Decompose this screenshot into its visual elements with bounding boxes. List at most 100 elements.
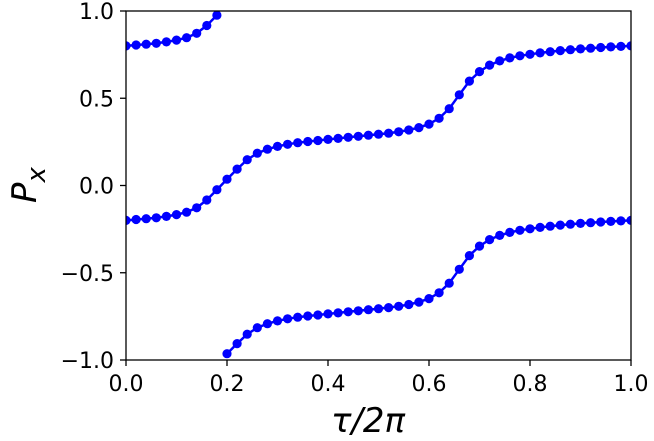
series-3-point — [293, 312, 303, 322]
series-3-point — [545, 221, 555, 231]
series-3-point — [262, 319, 272, 329]
series-3-point — [525, 224, 535, 234]
series-1-point — [434, 113, 444, 123]
series-1-point — [353, 131, 363, 141]
series-3-point — [373, 304, 384, 314]
series-1-point — [515, 51, 525, 61]
series-3-point — [424, 294, 434, 304]
series-2-point — [182, 33, 192, 43]
series-3-point — [535, 222, 545, 232]
series-1-point — [283, 139, 293, 149]
y-tick-label: −0.5 — [61, 262, 114, 287]
series-3-point — [505, 227, 515, 237]
series-1-point — [555, 46, 565, 56]
plot-area — [126, 11, 631, 360]
series-1-point — [565, 45, 576, 55]
series-3-point — [586, 218, 596, 228]
series-1-point — [212, 185, 222, 195]
series-3-point — [404, 299, 414, 310]
series-1-point — [454, 90, 464, 100]
series-1-point — [262, 144, 272, 154]
series-1-point — [131, 214, 141, 225]
series-3-point — [222, 349, 232, 359]
series-1-point — [606, 42, 616, 52]
x-tick-label: 0.8 — [513, 372, 548, 397]
y-axis-label-subscript: x — [22, 166, 52, 183]
series-3-point — [384, 303, 394, 313]
series-1-point — [424, 119, 434, 129]
series-1-point — [505, 53, 515, 63]
series-1-point — [242, 155, 252, 165]
series-3-point — [464, 251, 474, 261]
series-1-point — [404, 125, 414, 135]
x-tick-label: 0.4 — [311, 372, 346, 397]
series-2-point — [126, 41, 131, 51]
series-3-point — [303, 311, 313, 321]
tick-layer: 0.0 0.2 0.4 0.6 0.8 1.0 −1.0 −0.5 0.0 0.5 1.0 — [61, 0, 649, 397]
series-3-point — [474, 241, 485, 251]
series-1-point — [171, 210, 182, 220]
series-3-point — [394, 301, 404, 311]
series-3-point — [575, 218, 586, 228]
series-1-point — [464, 76, 474, 86]
series-3-point — [485, 235, 495, 245]
series-1-point — [616, 41, 626, 52]
series-1-point — [363, 130, 373, 140]
x-axis-label: τ/2π — [331, 401, 406, 441]
series-3-point — [333, 308, 343, 318]
series-1-point — [161, 211, 171, 221]
series-3-point — [363, 305, 373, 315]
series-3-point — [444, 278, 454, 288]
series-1-point — [535, 48, 545, 58]
series-2-point — [212, 11, 222, 20]
series-1-point — [414, 123, 424, 133]
series-3-point — [323, 309, 333, 319]
series-layer — [126, 11, 631, 359]
series-1-point — [444, 104, 454, 114]
series-1-point — [272, 141, 283, 151]
x-tick-label: 1.0 — [614, 372, 649, 397]
series-3-point — [515, 225, 525, 235]
series-3-point — [606, 216, 616, 226]
series-3-point — [565, 219, 576, 229]
series-2-point — [171, 35, 182, 45]
series-2-line — [126, 14, 218, 48]
series-1-point — [151, 213, 161, 223]
series-1-point — [495, 56, 505, 66]
series-3-point — [272, 316, 283, 326]
series-1-point — [303, 136, 313, 147]
series-2-point — [192, 28, 202, 38]
series-1-point — [596, 42, 606, 53]
y-axis-label: Px — [5, 166, 52, 203]
series-2-point — [202, 20, 212, 31]
series-3-point — [454, 264, 464, 274]
series-2-point — [131, 40, 141, 50]
series-3-point — [626, 215, 631, 225]
series-1-point — [252, 148, 262, 158]
y-tick-label: 1.0 — [79, 0, 114, 25]
series-1-point — [485, 60, 495, 70]
y-tick-label: −1.0 — [61, 349, 114, 374]
series-1-point — [394, 127, 404, 137]
y-axis-label-main: P — [5, 182, 45, 203]
series-1-point — [182, 207, 192, 217]
series-1-point — [474, 67, 485, 77]
series-2-point — [141, 39, 151, 49]
y-tick-label: 0.5 — [79, 87, 114, 112]
series-1-point — [525, 49, 535, 59]
series-1-point — [192, 203, 202, 213]
series-1-point — [333, 133, 343, 143]
series-1-point — [384, 128, 394, 138]
x-tick-label: 0.2 — [210, 372, 245, 397]
series-1-point — [141, 214, 151, 224]
series-3-point — [414, 297, 424, 307]
series-3-point — [495, 230, 505, 240]
y-tick-label: 0.0 — [79, 175, 114, 200]
series-3-point — [343, 307, 353, 317]
series-3-point — [232, 339, 242, 349]
series-1-point — [323, 134, 333, 144]
series-3-point — [242, 329, 252, 339]
series-1-point — [313, 135, 323, 146]
series-3-point — [283, 314, 293, 324]
